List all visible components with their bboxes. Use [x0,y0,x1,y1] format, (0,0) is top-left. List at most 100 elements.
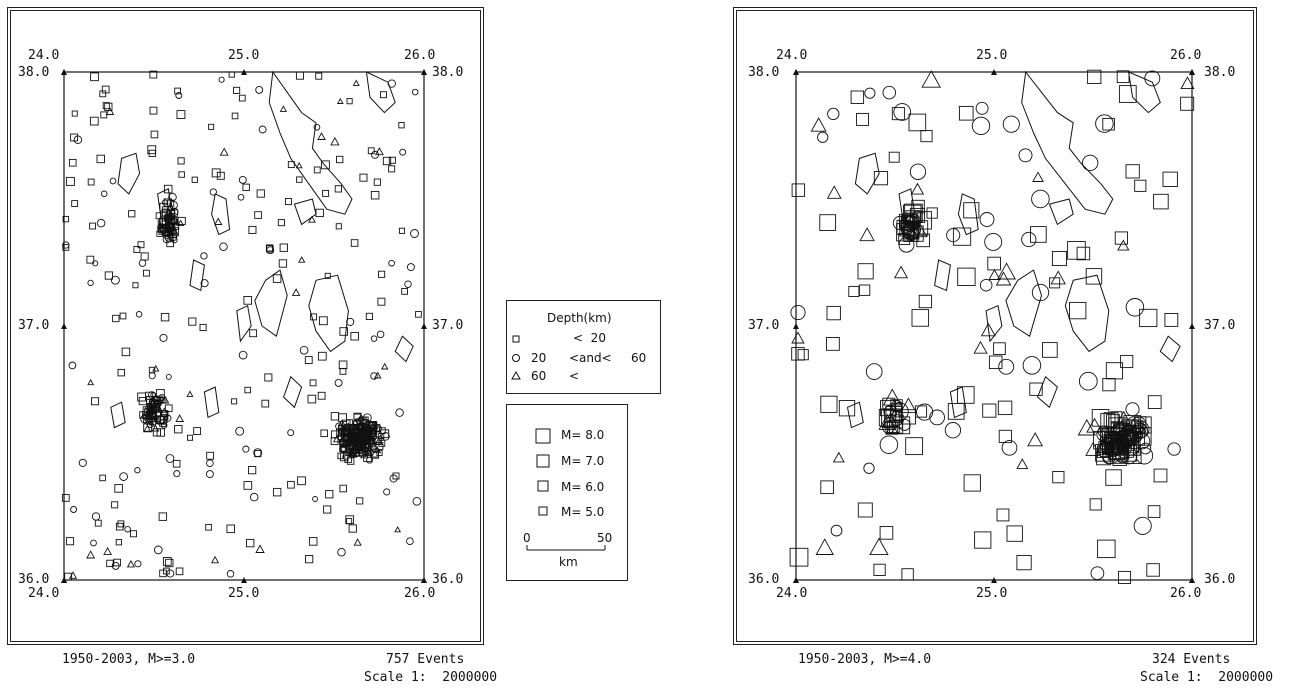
left-xtick-26: 26.0 [404,48,436,63]
epicenter-shallow-square [71,110,78,117]
epicenter-intermediate-circle [238,175,247,184]
epicenter-shallow-square [901,568,914,581]
epicenter-intermediate-circle [238,350,248,360]
left-footer-period: 1950-2003, M>=3.0 [62,652,196,667]
epicenter-shallow-square [346,518,353,525]
epicenter-deep-triangle [899,397,918,414]
island-outline [268,70,353,215]
tick-marker-icon [241,577,247,583]
epicenter-shallow-square [115,539,123,546]
epicenter-intermediate-circle [389,474,398,483]
epicenter-intermediate-circle [342,453,349,460]
epicenter-intermediate-circle [119,472,128,481]
epicenter-intermediate-circle [1021,231,1037,248]
epicenter-shallow-square [1105,362,1123,380]
epicenter-shallow-square [242,183,250,192]
epicenter-intermediate-circle [1115,449,1130,464]
epicenter-shallow-square [838,400,856,417]
left-xtick-24-bottom: 24.0 [28,586,60,601]
epicenter-shallow-square [850,90,865,104]
island-outline [1005,269,1043,337]
island-outline [365,71,396,114]
epicenter-intermediate-circle [906,216,921,231]
epicenter-shallow-square [156,415,165,424]
island-outline [1037,375,1058,409]
epicenter-shallow-square [879,526,894,540]
epicenter-shallow-square [1120,354,1134,369]
epicenter-intermediate-circle [370,422,379,431]
epicenter-deep-triangle [882,388,902,406]
epicenter-shallow-square [920,130,933,143]
epicenter-intermediate-circle [946,228,961,243]
epicenter-shallow-square [231,112,239,120]
epicenter-shallow-square [172,459,181,468]
right-ytick-37: 37.0 [748,318,780,333]
epicenter-shallow-square [199,323,207,332]
epicenter-intermediate-circle [827,107,840,121]
epicenter-intermediate-circle [258,125,267,134]
tick-marker-icon [421,69,427,75]
epicenter-intermediate-circle [111,561,120,570]
magnitude-legend: M= 8.0 M= 7.0 M= 6.0 M= 5.0 0 50 km [506,404,628,581]
epicenter-intermediate-circle [68,361,77,370]
epicenter-shallow-square [243,481,253,490]
epicenter-shallow-square [1091,409,1110,427]
epicenter-shallow-square [339,367,347,375]
epicenter-intermediate-circle [237,193,245,201]
epicenter-intermediate-circle [916,403,934,421]
epicenter-deep-triangle [1016,458,1029,469]
epicenter-intermediate-circle [370,335,378,342]
epicenter-shallow-square [361,416,369,424]
epicenter-shallow-square [339,484,347,493]
epicenter-deep-triangle [86,550,96,559]
tick-marker-icon [241,69,247,75]
right-xtick-26: 26.0 [1170,48,1202,63]
epicenter-intermediate-circle [70,506,78,513]
epicenter-shallow-square [177,216,186,225]
epicenter-intermediate-circle [346,317,355,326]
epicenter-shallow-square [826,305,841,321]
epicenter-intermediate-circle [200,252,208,260]
epicenter-shallow-square [296,176,303,183]
epicenter-shallow-square [151,396,158,403]
epicenter-shallow-square [155,389,165,398]
epicenter-intermediate-circle [817,131,829,143]
epicenter-shallow-square [1106,414,1120,429]
epicenter-shallow-square [415,311,422,318]
epicenter-deep-triangle [353,538,362,546]
epicenter-deep-triangle [68,571,78,579]
epicenter-shallow-square [65,176,75,186]
epicenter-shallow-square [908,113,927,132]
epicenter-shallow-square [1102,378,1116,392]
epicenter-shallow-square [150,130,159,139]
epicenter-shallow-square [228,71,235,78]
island-outline [1048,198,1074,226]
depth-row3-mid: < [569,369,580,383]
epicenter-deep-triangle [1117,239,1130,251]
epicenter-shallow-square [322,189,330,197]
epicenter-shallow-square [166,239,174,248]
epicenter-shallow-square [163,184,173,194]
epicenter-shallow-square [1147,505,1161,518]
epicenter-shallow-square [158,512,168,521]
epicenter-shallow-square [102,102,110,110]
epicenter-shallow-square [881,408,900,427]
depth-row2-left: 20 [531,351,547,365]
epicenter-shallow-square [367,147,375,155]
epicenter-shallow-square [315,72,323,80]
epicenter-shallow-square [1124,425,1141,442]
epicenter-shallow-square [254,211,262,219]
epicenter-intermediate-circle [879,435,899,454]
epicenter-shallow-square [304,356,313,364]
left-ytick-37: 37.0 [18,318,50,333]
epicenter-shallow-square [885,421,899,435]
epicenter-shallow-square [133,246,141,253]
epicenter-intermediate-circle [882,85,897,100]
epicenter-intermediate-circle [898,236,915,253]
epicenter-shallow-square [1164,313,1179,327]
tick-marker-icon [793,577,799,583]
epicenter-deep-triangle [348,449,357,458]
epicenter-shallow-square [309,379,317,387]
epicenter-shallow-square [244,386,251,394]
epicenter-intermediate-circle [219,242,228,251]
